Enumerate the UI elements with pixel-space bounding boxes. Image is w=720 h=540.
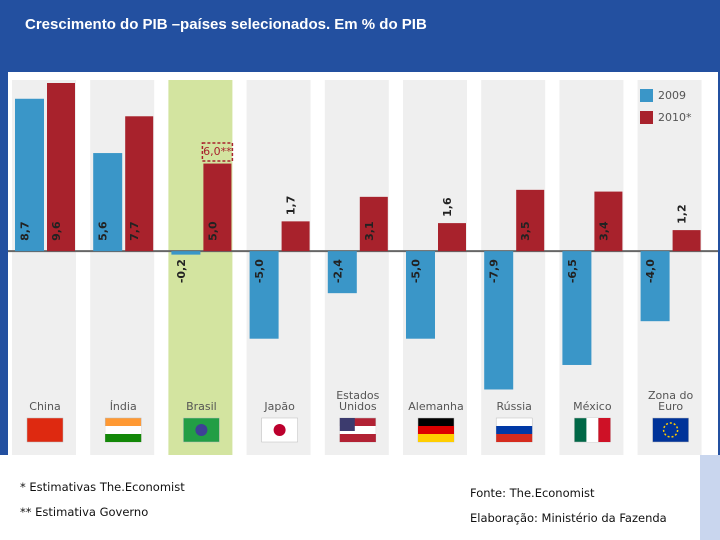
category-label: Estados Unidos: [336, 389, 380, 413]
value-label: -7,9: [488, 259, 501, 283]
value-label: 3,4: [597, 221, 610, 241]
bar: [562, 251, 592, 365]
bar: [406, 251, 435, 339]
footer-edge: [700, 455, 720, 540]
value-label: -0,2: [175, 259, 188, 283]
value-label: 3,1: [363, 221, 376, 241]
flag-stripe: [105, 426, 142, 434]
bar: [359, 196, 388, 252]
flag: [652, 417, 689, 443]
bar: [171, 251, 201, 255]
legend-swatch: [640, 89, 653, 102]
value-label: -5,0: [410, 259, 423, 283]
legend-label: 2009: [658, 89, 686, 102]
footer-bg: [0, 455, 720, 540]
title: Crescimento do PIB –países selecionados.…: [25, 16, 427, 33]
bar: [484, 251, 514, 390]
flag: [26, 417, 64, 443]
bar: [93, 153, 123, 252]
flag-stripe: [418, 434, 454, 442]
bar: [125, 116, 154, 252]
note: ** Estimativa Governo: [20, 505, 149, 519]
value-label: 3,5: [519, 221, 532, 241]
source: Fonte: The.Economist: [470, 486, 595, 500]
value-label: 8,7: [19, 221, 32, 241]
value-label: 5,0: [206, 221, 219, 241]
bar: [281, 221, 310, 252]
credit: Elaboração: Ministério da Fazenda: [470, 511, 667, 525]
flag-emblem: [195, 424, 208, 436]
category-label: China: [29, 400, 61, 413]
category-label: Zona do Euro: [648, 389, 694, 413]
bar: [516, 189, 545, 252]
category-label: Brasil: [186, 400, 217, 413]
flag-stripe: [418, 426, 454, 434]
category-label: Alemanha: [408, 400, 464, 413]
value-label: 1,2: [676, 204, 689, 224]
category-label: Japão: [264, 400, 295, 413]
bar: [249, 251, 279, 339]
value-label: -4,0: [644, 259, 657, 283]
flag-stripe: [586, 418, 599, 442]
category-label: México: [573, 400, 612, 413]
note: * Estimativas The.Economist: [20, 480, 185, 494]
flag-stripe: [105, 434, 142, 442]
value-label: 1,6: [441, 197, 454, 217]
flag-stripe: [339, 426, 376, 434]
value-label: 9,6: [50, 221, 63, 241]
highlight-panel: [168, 80, 233, 455]
bar: [438, 223, 466, 252]
flag-stars: [662, 422, 679, 438]
legend-swatch: [640, 111, 653, 124]
value-label: 1,7: [285, 196, 298, 216]
value-label: 5,6: [97, 221, 110, 241]
value-label: -5,0: [253, 259, 266, 283]
flag-stripe: [496, 434, 533, 442]
annotation: 6,0**: [203, 145, 232, 158]
bar: [15, 98, 44, 252]
bar: [640, 251, 670, 322]
category-label: Rússia: [496, 400, 532, 413]
flag-stripe: [496, 426, 533, 434]
bar: [327, 251, 357, 294]
bar: [594, 191, 623, 252]
bar: [203, 163, 232, 252]
legend-label: 2010*: [658, 111, 692, 124]
flag-emblem: [273, 424, 286, 436]
value-label: -2,4: [331, 259, 344, 283]
flag-stripe: [339, 434, 376, 442]
annotation-box: [201, 142, 234, 162]
bar: [47, 83, 75, 252]
category-label: Índia: [109, 400, 137, 413]
value-label: -6,5: [566, 259, 579, 283]
bar: [672, 230, 701, 252]
flag-stripe: [598, 418, 611, 442]
value-label: 7,7: [128, 221, 141, 241]
flag-canton: [339, 418, 355, 431]
